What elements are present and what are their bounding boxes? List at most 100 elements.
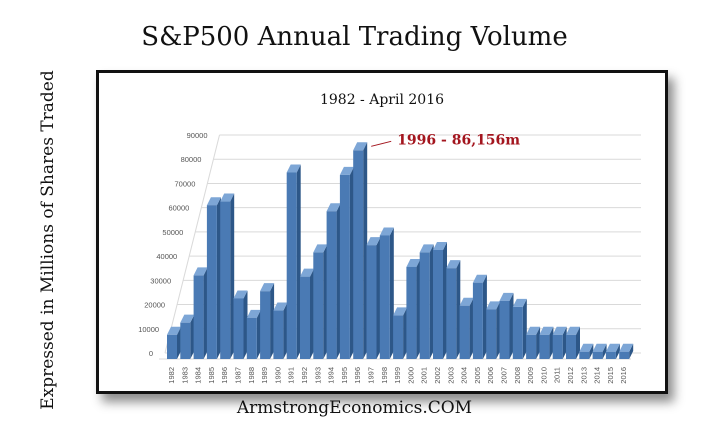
bar-side [270,283,275,359]
bar-side [496,301,501,359]
bar [486,309,497,359]
bar [619,351,630,359]
x-tick-label: 1985 [207,367,216,384]
x-tick-label: 1996 [353,367,362,384]
x-tick-label: 2003 [446,367,455,384]
x-tick-label: 2016 [619,367,628,384]
y-tick-label: 30000 [150,276,171,285]
x-tick-label: 1983 [180,367,189,384]
bar-top [512,298,527,307]
bar-side [310,268,314,359]
bar [526,334,537,359]
bar [419,252,430,359]
x-tick-label: 1987 [234,367,243,384]
bar-top [393,307,408,316]
bar-top [419,244,434,253]
bar-top [379,227,394,236]
page-title: S&P500 Annual Trading Volume [141,22,568,52]
bar-top [472,274,487,283]
bar-side [615,343,620,359]
bar-side [336,203,341,359]
bar [393,315,404,359]
x-tick-label: 2014 [593,367,602,384]
bar [512,306,523,359]
bar [273,310,284,359]
bar-top [273,302,288,311]
x-tick-label: 1991 [287,367,296,384]
bar-top [193,267,208,276]
x-tick-label: 1982 [167,367,176,384]
y-tick-label: 50000 [162,228,183,237]
bar [326,211,337,359]
bar [446,268,457,359]
x-tick-label: 1990 [273,367,282,384]
bar [220,201,231,359]
bar-side [443,242,447,359]
bar-top [566,326,580,335]
bar [193,275,204,359]
bar-top [605,343,620,352]
bar [379,235,390,359]
bar-side [602,343,607,359]
x-tick-label: 2008 [513,367,522,384]
x-tick-label: 1995 [340,367,349,384]
bar-top [353,142,368,151]
bar-side [203,267,208,359]
bar [592,351,603,359]
bar-top [167,326,181,335]
bar-chart: 1982 - April 2016 0 10000 20000 30000 40000 50… [138,92,641,384]
x-tick-label: 2011 [553,367,562,383]
x-tick-label: 2015 [606,367,615,384]
x-tick-label: 1997 [367,367,376,384]
bar-top [499,292,514,301]
y-tick-label: 10000 [138,325,159,334]
bar-side [190,314,195,359]
bar-top [459,297,474,306]
bar-side [177,326,181,359]
bar-top [220,193,235,202]
bar-top [246,309,261,318]
y-tick-label: 20000 [144,301,165,310]
x-tick-label: 1986 [220,367,229,384]
bar-side [549,326,554,359]
x-tick-label: 1984 [194,367,203,384]
x-tick-label: 2010 [539,367,548,384]
bar [180,322,191,359]
bar [313,252,324,359]
bar-top [260,283,275,292]
bar-top [313,244,328,253]
x-tick-label: 1988 [247,367,256,384]
bar-side [349,166,354,359]
x-tick-label: 2002 [433,367,442,384]
x-tick-label: 2009 [526,367,535,384]
bar-top [300,268,314,277]
bar [406,266,417,359]
bar-side [243,290,248,359]
bar [459,305,470,359]
bar [366,245,377,359]
bar-top [579,343,594,352]
bar-side [629,343,634,359]
bar [605,351,616,359]
bar-side [429,244,434,359]
x-tick-label: 2004 [460,367,469,384]
x-tick-label: 2000 [406,367,415,384]
bar [286,172,297,359]
bar-side [230,193,235,359]
bar [552,334,563,359]
bar-top [406,258,421,267]
bar-top [526,326,541,335]
y-tick-label: 40000 [156,252,177,261]
bar-top [366,237,381,246]
bar [233,298,244,359]
bar-side [456,260,461,359]
bar-side [283,302,288,359]
source-footer: ArmstrongEconomics.COM [236,398,473,418]
bar-top [206,197,221,206]
bar-side [296,164,301,359]
bar-top [233,290,248,299]
bar [300,276,310,359]
bar-top [552,326,567,335]
bar-top [326,203,341,212]
bar-side [509,292,514,359]
